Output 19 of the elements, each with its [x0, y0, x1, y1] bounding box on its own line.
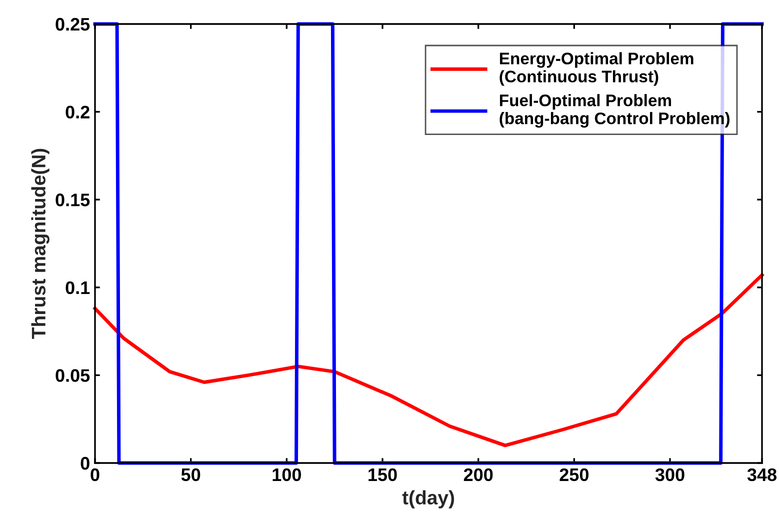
x-tick-label: 0: [90, 468, 100, 482]
legend-label: Energy-Optimal Problem (Continuous Thrust): [500, 52, 694, 86]
y-tick-label: 0: [80, 456, 90, 470]
y-tick-label: 0.15: [56, 194, 90, 206]
x-axis-title: t(day): [402, 490, 454, 508]
x-tick-label: 250: [560, 468, 588, 482]
x-tick-label: 100: [272, 468, 301, 482]
y-tick-label: 0.05: [56, 369, 90, 382]
x-tick-label: 150: [368, 468, 397, 482]
x-tick-label: 200: [464, 468, 493, 482]
y-tick-label: 0.2: [66, 106, 90, 119]
x-tick-label: 300: [655, 468, 684, 482]
line-series: [93, 273, 764, 448]
y-tick-label: 0.25: [56, 18, 90, 31]
y-axis-title: Thrust magnitude(N): [31, 148, 50, 339]
x-tick-label: 50: [181, 468, 200, 482]
x-tick-label: 348: [747, 468, 777, 482]
legend-label: Fuel-Optimal Problem (bang-bang Control Problem): [500, 94, 730, 128]
y-tick-label: 0.1: [66, 281, 90, 294]
